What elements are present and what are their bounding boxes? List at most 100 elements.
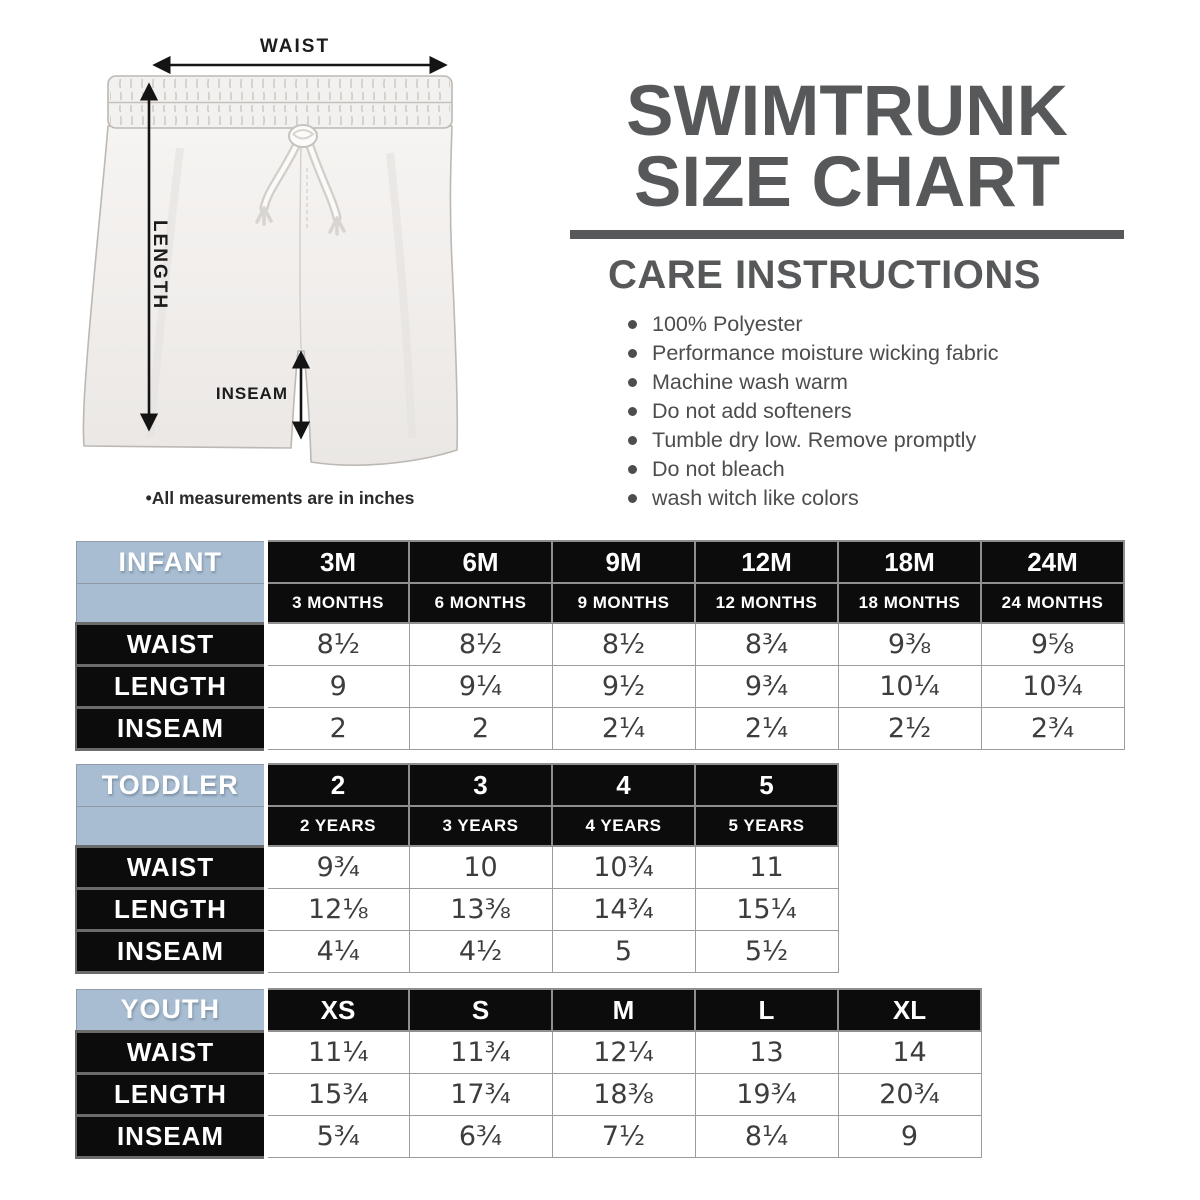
table-group-spacer xyxy=(75,582,268,624)
measurement-value: 20¾ xyxy=(837,1072,982,1116)
measurement-value: 14 xyxy=(837,1030,982,1074)
measurement-row-label: WAIST xyxy=(75,844,268,890)
measurement-row: INSEAM 5¾ 6¾ 7½ 8¼ 9 xyxy=(75,1113,982,1159)
measurement-value: 15¾ xyxy=(265,1072,410,1116)
measurement-value: 7½ xyxy=(551,1114,696,1158)
measurement-row: INSEAM 4¼ 4½ 5 5½ xyxy=(75,928,839,974)
measurement-value: 9 xyxy=(265,664,410,708)
size-column-header: 5 xyxy=(694,763,839,807)
measurement-value: 4½ xyxy=(408,929,553,973)
size-column-subheader: 3 MONTHS xyxy=(265,582,410,624)
size-header-row: TODDLER 2 3 4 5 xyxy=(75,763,839,807)
measurement-value: 13⅜ xyxy=(408,887,553,931)
title-line-2: SIZE CHART xyxy=(634,143,1060,222)
measurement-value: 18⅜ xyxy=(551,1072,696,1116)
size-column-subheader: 3 YEARS xyxy=(408,805,553,847)
care-instruction-item: Machine wash warm xyxy=(626,368,1124,397)
size-header-row: YOUTH XS S M L XL xyxy=(75,988,982,1032)
size-column-header: 9M xyxy=(551,540,696,584)
measurement-value: 12⅛ xyxy=(265,887,410,931)
title-divider xyxy=(570,230,1124,239)
measurement-value: 4¼ xyxy=(265,929,410,973)
care-instructions-list: 100% Polyester Performance moisture wick… xyxy=(626,310,1124,513)
measurement-value: 9¾ xyxy=(694,664,839,708)
measurement-value: 11¾ xyxy=(408,1030,553,1074)
measurement-row: LENGTH 15¾ 17¾ 18⅜ 19¾ 20¾ xyxy=(75,1071,982,1117)
toddler-size-table: TODDLER 2 3 4 5 2 YEARS 3 YEARS 4 YEARS 5 YEARS W… xyxy=(75,763,839,974)
measurement-value: 5¾ xyxy=(265,1114,410,1158)
measurement-value: 17¾ xyxy=(408,1072,553,1116)
care-instruction-item: Do not bleach xyxy=(626,455,1124,484)
measurement-value: 5½ xyxy=(694,929,839,973)
measurement-value: 8¼ xyxy=(694,1114,839,1158)
size-column-header: S xyxy=(408,988,553,1032)
measurement-value: 10¾ xyxy=(551,845,696,889)
youth-size-table: YOUTH XS S M L XL WAIST 11¼ 11¾ 12¼ 13 14 LENGTH 15¾ 1… xyxy=(75,988,982,1159)
measurement-value: 13 xyxy=(694,1030,839,1074)
measurement-row-label: LENGTH xyxy=(75,663,268,709)
size-column-header: 6M xyxy=(408,540,553,584)
size-column-subheader: 9 MONTHS xyxy=(551,582,696,624)
measurement-value: 12¼ xyxy=(551,1030,696,1074)
measurement-value: 9⅝ xyxy=(980,622,1125,666)
table-group-label: INFANT xyxy=(75,540,268,584)
drawstring xyxy=(255,124,346,236)
table-group-label: TODDLER xyxy=(75,763,268,807)
measurement-value: 11 xyxy=(694,845,839,889)
measurement-value: 2 xyxy=(265,706,410,750)
header-block: SWIMTRUNK SIZE CHART CARE INSTRUCTIONS 1… xyxy=(570,76,1124,513)
measurement-value: 8½ xyxy=(408,622,553,666)
care-instruction-item: wash witch like colors xyxy=(626,484,1124,513)
measurement-row-label: LENGTH xyxy=(75,886,268,932)
care-instruction-item: Do not add softeners xyxy=(626,397,1124,426)
care-instruction-item: Tumble dry low. Remove promptly xyxy=(626,426,1124,455)
measurement-value: 8¾ xyxy=(694,622,839,666)
size-column-subheader: 12 MONTHS xyxy=(694,582,839,624)
shorts-illustration xyxy=(82,55,459,466)
size-column-header: 4 xyxy=(551,763,696,807)
measurement-row: LENGTH 9 9¼ 9½ 9¾ 10¼ 10¾ xyxy=(75,663,1125,709)
table-group-spacer xyxy=(75,805,268,847)
size-subheader-row: 3 MONTHS 6 MONTHS 9 MONTHS 12 MONTHS 18 MONT… xyxy=(75,582,1125,624)
measurement-row: WAIST 11¼ 11¾ 12¼ 13 14 xyxy=(75,1029,982,1075)
measurement-value: 14¾ xyxy=(551,887,696,931)
measurement-row: WAIST 9¾ 10 10¾ 11 xyxy=(75,844,839,890)
measurement-row-label: WAIST xyxy=(75,621,268,667)
size-column-subheader: 2 YEARS xyxy=(265,805,410,847)
size-column-header: 3 xyxy=(408,763,553,807)
page-title: SWIMTRUNK SIZE CHART xyxy=(570,76,1124,218)
measurement-value: 2¼ xyxy=(551,706,696,750)
measurement-value: 11¼ xyxy=(265,1030,410,1074)
size-column-header: 3M xyxy=(265,540,410,584)
measurements-note: •All measurements are in inches xyxy=(145,488,415,508)
size-column-header: XL xyxy=(837,988,982,1032)
measurement-value: 2¼ xyxy=(694,706,839,750)
measurement-value: 2 xyxy=(408,706,553,750)
measurement-value: 9¾ xyxy=(265,845,410,889)
size-column-subheader: 4 YEARS xyxy=(551,805,696,847)
measurement-row-label: INSEAM xyxy=(75,705,268,751)
infant-size-table: INFANT 3M 6M 9M 12M 18M 24M 3 MONTHS 6 MONTHS 9 M… xyxy=(75,540,1125,751)
size-column-header: 18M xyxy=(837,540,982,584)
measurement-value: 19¾ xyxy=(694,1072,839,1116)
measurement-value: 15¼ xyxy=(694,887,839,931)
measurement-value: 10¾ xyxy=(980,664,1125,708)
size-column-subheader: 6 MONTHS xyxy=(408,582,553,624)
inseam-measure-label: INSEAM xyxy=(215,384,288,403)
size-header-row: INFANT 3M 6M 9M 12M 18M 24M xyxy=(75,540,1125,584)
size-column-subheader: 5 YEARS xyxy=(694,805,839,847)
measurement-value: 10 xyxy=(408,845,553,889)
size-column-header: 24M xyxy=(980,540,1125,584)
waist-measure-label: WAIST xyxy=(259,36,331,57)
measurement-row: INSEAM 2 2 2¼ 2¼ 2½ 2¾ xyxy=(75,705,1125,751)
measurement-value: 9⅜ xyxy=(837,622,982,666)
measurement-value: 2¾ xyxy=(980,706,1125,750)
care-instruction-item: Performance moisture wicking fabric xyxy=(626,339,1124,368)
size-column-header: XS xyxy=(265,988,410,1032)
size-column-header: L xyxy=(694,988,839,1032)
size-subheader-row: 2 YEARS 3 YEARS 4 YEARS 5 YEARS xyxy=(75,805,839,847)
measurement-row-label: INSEAM xyxy=(75,928,268,974)
care-instructions-heading: CARE INSTRUCTIONS xyxy=(608,253,1041,297)
size-column-header: 2 xyxy=(265,763,410,807)
